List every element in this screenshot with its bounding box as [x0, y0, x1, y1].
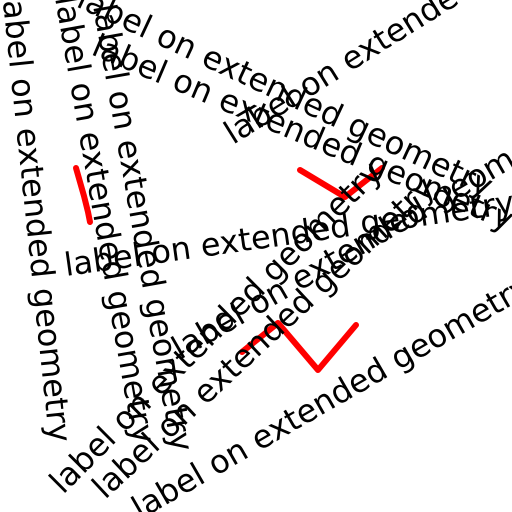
line-geometries: [73, 165, 385, 373]
line-feature-v-shape: [297, 165, 385, 200]
line-feature-vertical: [73, 165, 93, 225]
line-feature-zigzag: [239, 320, 359, 373]
